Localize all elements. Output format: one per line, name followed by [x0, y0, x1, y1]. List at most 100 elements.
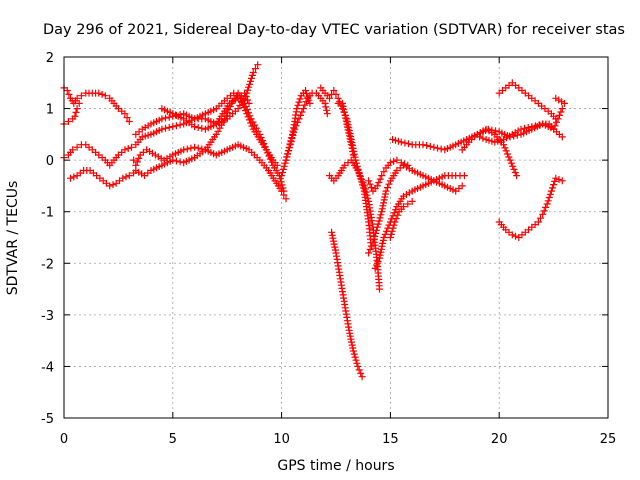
- data-point-marker: [507, 159, 515, 167]
- data-point-marker: [365, 249, 373, 257]
- data-point-marker: [304, 93, 312, 101]
- data-point-marker: [374, 258, 382, 266]
- data-point-marker: [558, 177, 566, 185]
- plot-frame: [63, 56, 609, 419]
- data-point-marker: [389, 224, 397, 232]
- data-point-marker: [71, 112, 79, 120]
- y-tick-label: 2: [46, 51, 54, 66]
- data-point-marker: [135, 154, 143, 162]
- data-point-marker: [172, 157, 180, 165]
- data-point-marker: [158, 125, 166, 133]
- x-tick-label: 25: [600, 432, 617, 447]
- data-point-marker: [276, 175, 284, 183]
- data-point-marker: [254, 61, 262, 69]
- grid-lines: [64, 57, 608, 418]
- data-point-marker: [509, 162, 517, 170]
- data-point-marker: [549, 184, 556, 192]
- data-point-marker: [355, 170, 363, 178]
- data-point-marker: [373, 182, 381, 190]
- data-point-marker: [508, 231, 516, 239]
- data-point-marker: [460, 172, 468, 180]
- data-point-marker: [279, 165, 287, 173]
- data-point-marker: [294, 101, 302, 109]
- data-point-marker: [426, 142, 434, 150]
- data-point-marker: [194, 144, 202, 152]
- data-point-marker: [245, 99, 253, 107]
- data-point-marker: [546, 190, 554, 198]
- data-point-marker: [511, 169, 519, 176]
- data-point-marker: [128, 143, 135, 151]
- x-tick-labels: 0 5 10 15 20 25: [60, 432, 616, 447]
- x-tick-label: 0: [60, 432, 68, 447]
- y-tick-label: 1: [46, 103, 54, 118]
- data-point-marker: [353, 359, 361, 367]
- data-point-marker: [124, 145, 132, 152]
- data-point-marker: [287, 137, 295, 145]
- data-point-marker: [552, 174, 560, 182]
- data-point-marker: [286, 140, 294, 148]
- data-point-marker: [242, 93, 250, 100]
- data-point-marker: [123, 114, 131, 122]
- data-point-marker: [513, 172, 521, 180]
- data-point-marker: [322, 103, 330, 111]
- data-point-marker: [543, 200, 551, 208]
- data-point-marker: [323, 110, 331, 118]
- data-point-marker: [366, 180, 374, 188]
- data-point-marker: [125, 172, 133, 180]
- data-point-marker: [246, 112, 254, 120]
- data-point-marker: [349, 148, 357, 155]
- data-point-marker: [288, 134, 296, 142]
- data-point-marker: [349, 347, 357, 355]
- data-point-marker: [279, 169, 286, 176]
- data-point-marker: [558, 105, 566, 113]
- data-point-marker: [517, 125, 525, 133]
- data-point-marker: [285, 143, 293, 151]
- data-point-marker: [328, 228, 336, 236]
- x-tick-label: 5: [169, 432, 177, 447]
- data-point-marker: [348, 338, 355, 346]
- data-point-marker: [385, 180, 393, 188]
- data-point-marker: [70, 173, 78, 181]
- data-point-marker: [242, 103, 250, 110]
- data-point-marker: [119, 174, 127, 182]
- data-point-marker: [98, 90, 106, 98]
- data-point-marker: [357, 369, 365, 377]
- data-point-marker: [550, 125, 558, 133]
- data-point-marker: [283, 153, 291, 161]
- data-point-marker: [165, 124, 173, 131]
- data-point-marker: [194, 124, 202, 131]
- data-point-marker: [476, 133, 484, 141]
- data-point-marker: [358, 373, 366, 381]
- data-point-marker: [330, 87, 338, 94]
- data-point-marker: [534, 218, 542, 226]
- data-point-marker: [370, 236, 378, 244]
- data-point-marker: [254, 127, 262, 135]
- chart-title: Day 296 of 2021, Sidereal Day-to-day VTE…: [43, 22, 625, 38]
- data-point-marker: [400, 203, 407, 211]
- data-point-marker: [547, 187, 555, 195]
- data-point-marker: [256, 130, 264, 138]
- data-point-marker: [321, 99, 329, 107]
- data-point-marker: [264, 149, 272, 157]
- data-point-marker: [368, 184, 375, 192]
- data-point-marker: [165, 113, 173, 121]
- data-point-marker: [404, 161, 412, 169]
- data-point-marker: [365, 177, 373, 185]
- data-point-marker: [282, 156, 290, 164]
- data-point-marker: [373, 226, 380, 234]
- data-point-marker: [69, 146, 77, 154]
- data-point-marker: [191, 143, 199, 151]
- data-point-marker: [552, 94, 560, 102]
- data-point-marker: [214, 127, 222, 135]
- data-point-marker: [502, 147, 510, 155]
- data-point-marker: [359, 179, 367, 187]
- data-point-marker: [216, 124, 224, 132]
- data-point-marker: [374, 220, 382, 228]
- data-point-marker: [63, 87, 71, 94]
- data-point-marker: [247, 74, 255, 82]
- data-point-marker: [510, 165, 518, 173]
- data-point-marker: [323, 106, 331, 114]
- data-point-marker: [77, 92, 85, 100]
- data-point-marker: [505, 153, 513, 161]
- data-point-marker: [528, 123, 536, 131]
